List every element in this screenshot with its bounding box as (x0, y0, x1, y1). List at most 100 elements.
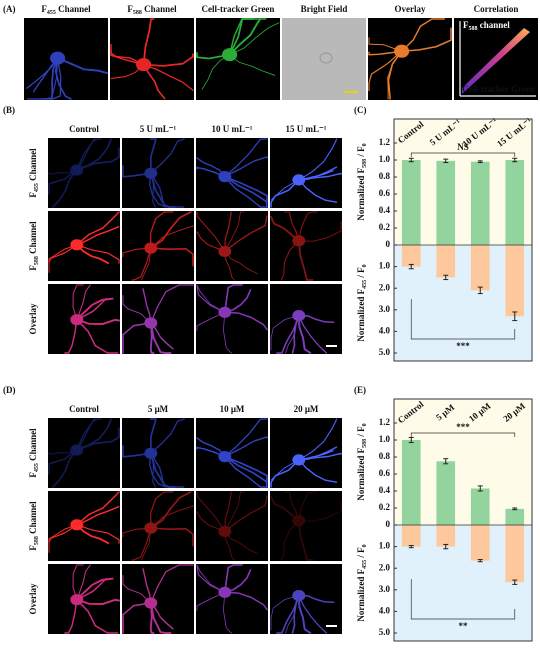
neuron (270, 491, 342, 561)
error-bar (443, 543, 449, 550)
dendrite (297, 314, 312, 354)
error-bar (512, 507, 518, 511)
column-header: 10 U mL⁻¹ (212, 124, 253, 134)
dendrite (75, 243, 110, 265)
dendrite (76, 418, 97, 451)
dendrite (224, 530, 235, 561)
dendrite (298, 179, 338, 203)
soma (144, 522, 158, 534)
dendrite (122, 322, 152, 354)
dendrite (150, 418, 185, 454)
neuron (196, 491, 268, 561)
dendrite (298, 459, 338, 483)
soma (218, 171, 232, 183)
y-tick-label: 0 (386, 239, 391, 249)
dendrite (224, 311, 268, 331)
y-tick-label: 4.0 (379, 605, 391, 615)
dendrite (72, 564, 84, 601)
text-part: / F (356, 426, 366, 439)
text-part: channel (478, 20, 511, 30)
image-title: F588 Channel (127, 4, 177, 16)
dendrite (223, 175, 268, 204)
dendrite (26, 57, 59, 100)
soma (292, 309, 306, 322)
dendrite (270, 595, 300, 631)
text-part: Channel (28, 221, 38, 256)
soma (292, 174, 306, 186)
error-bar (477, 485, 483, 492)
dendrite (122, 575, 152, 604)
dendrite (150, 284, 194, 324)
dendrite (270, 459, 300, 488)
dendrite (141, 247, 152, 281)
dendrite (149, 172, 176, 208)
error-bar (477, 286, 483, 295)
subscript: 455 (362, 280, 368, 289)
dendrite (298, 418, 338, 461)
micrograph (270, 564, 342, 634)
text-part: F (28, 472, 38, 478)
text-part: Bright Field (301, 4, 348, 14)
dendrite (52, 169, 78, 208)
y-tick-label: 1.2 (379, 137, 391, 147)
y-tick-label: 0 (386, 519, 391, 529)
dendrite (298, 500, 342, 522)
bright-field (282, 18, 366, 100)
subscript: 0 (362, 544, 368, 547)
soma (218, 586, 232, 598)
dendrite (222, 591, 233, 634)
dendrite (142, 53, 194, 67)
micrograph (48, 284, 120, 354)
soma (136, 58, 152, 72)
y-tick-label: 0.4 (379, 485, 391, 495)
dendrite (48, 244, 78, 264)
dendrite (76, 138, 97, 171)
annotation: NS (457, 142, 469, 152)
dendrite (224, 215, 268, 253)
error-bar (443, 458, 449, 465)
dendrite (142, 288, 152, 324)
dendrite (229, 22, 280, 56)
dendrite (224, 211, 245, 252)
dendrite (228, 18, 255, 56)
dendrite (400, 18, 446, 52)
text-part: / F (356, 146, 366, 159)
dendrite (76, 505, 120, 526)
dendrite (76, 225, 120, 246)
row-label: Overlay (28, 303, 38, 334)
dendrite (288, 211, 300, 242)
bar (505, 245, 525, 317)
subscript: 0 (362, 423, 368, 426)
row-label: F588 Channel (28, 501, 40, 551)
column-header: Control (69, 404, 99, 414)
y-tick-label: 2.0 (379, 562, 391, 572)
micrograph (122, 564, 194, 634)
plot-frame (393, 398, 533, 642)
dendrite (48, 524, 78, 544)
text-part: / F (356, 267, 366, 280)
dendrite (76, 318, 119, 354)
dendrite (368, 50, 403, 92)
text-part: Channel (28, 501, 38, 536)
dendrite (196, 284, 226, 313)
y-tick-label: 3.0 (379, 304, 391, 314)
dendrite (149, 138, 157, 175)
dendrite (285, 595, 300, 634)
micrograph (270, 418, 342, 488)
text-part: F (463, 20, 469, 30)
axis-label: Cell-tracker Green (462, 84, 535, 94)
y-tick-label: 1.0 (379, 261, 391, 271)
dendrite (142, 18, 155, 66)
dendrite (368, 50, 403, 56)
dendrite (56, 57, 108, 75)
neuron (196, 18, 280, 90)
subscript: 0 (362, 264, 368, 267)
subscript: 0 (362, 143, 368, 146)
subscript: 455 (34, 463, 40, 472)
dendrite (270, 179, 300, 208)
correlation-streak (462, 28, 530, 94)
dendrite (224, 284, 244, 314)
dendrite (148, 452, 167, 488)
row-label: F588 Channel (28, 221, 40, 271)
bracket (410, 152, 516, 157)
